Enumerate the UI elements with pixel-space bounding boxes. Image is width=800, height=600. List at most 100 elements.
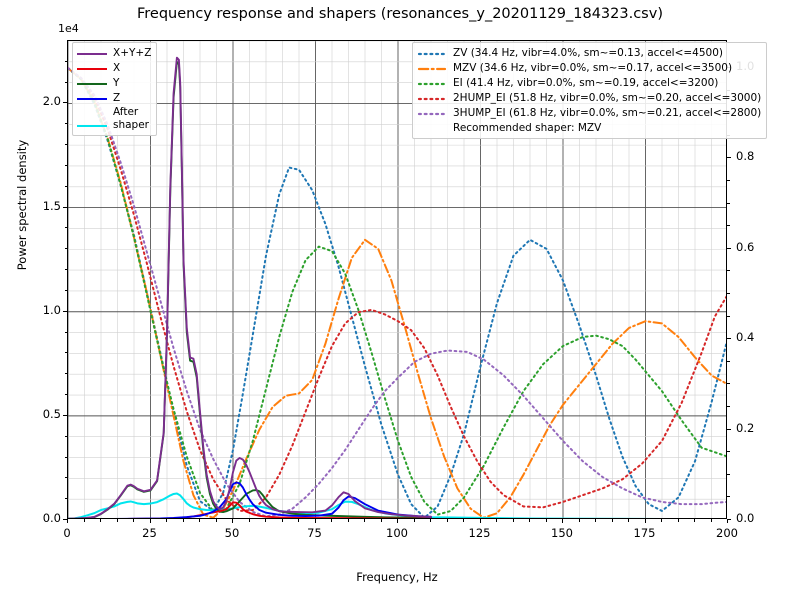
shaper-curve-mzv — [68, 67, 726, 518]
y-minor-tick-right — [727, 293, 730, 295]
y-minor-tick-left — [64, 185, 67, 187]
x-tick-mark — [397, 519, 398, 523]
y-tick-mark-left — [63, 206, 67, 208]
x-minor-tick — [512, 519, 514, 522]
legend-item-shaper[interactable]: EI (41.4 Hz, vibr=0.0%, sm~=0.19, accel<… — [417, 76, 761, 91]
legend-psd: X+Y+Z X Y Z After shaper — [72, 42, 158, 136]
x-axis-label: Frequency, Hz — [356, 570, 438, 584]
y-tick-right: 0.0 — [736, 511, 755, 525]
legend-item-psd[interactable]: X+Y+Z — [77, 46, 151, 61]
legend-swatch-icon — [77, 48, 107, 60]
y-minor-tick-left — [64, 289, 67, 291]
x-tick: 125 — [468, 526, 491, 540]
y-minor-tick-left — [64, 123, 67, 125]
x-minor-tick — [413, 519, 415, 522]
y-axis-offset-label: 1e4 — [58, 22, 79, 35]
x-minor-tick — [298, 519, 299, 522]
x-minor-tick — [166, 519, 167, 522]
x-tick: 100 — [386, 526, 408, 540]
y-tick-mark-left — [63, 414, 67, 416]
legend-item-psd[interactable]: After — [77, 106, 151, 119]
legend-swatch-icon — [77, 107, 107, 119]
recommended-shaper-note: Recommended shaper: MZV — [453, 122, 602, 134]
shaper-curve-3hump_ei — [68, 67, 726, 518]
x-minor-tick — [446, 519, 448, 522]
legend-shapers: ZV (34.4 Hz, vibr=4.0%, sm~=0.13, accel<… — [412, 42, 768, 139]
x-minor-tick — [661, 519, 662, 522]
x-tick-mark — [479, 519, 481, 523]
y-minor-tick-left — [64, 498, 67, 500]
x-minor-tick — [496, 519, 497, 522]
y-minor-tick-right — [727, 383, 730, 385]
x-minor-tick — [677, 519, 679, 522]
psd-curve-x-y-z — [68, 56, 432, 518]
y-tick-right: 0.4 — [736, 330, 755, 345]
x-minor-tick — [100, 519, 101, 522]
x-minor-tick — [529, 519, 530, 522]
x-minor-tick — [182, 519, 184, 522]
x-minor-tick — [364, 519, 365, 522]
y-minor-tick-right — [727, 202, 730, 204]
y-minor-tick-right — [727, 180, 730, 182]
x-minor-tick — [595, 519, 596, 522]
y-minor-tick-left — [64, 164, 67, 166]
legend-item-psd[interactable]: shaper — [77, 119, 151, 132]
y-tick-mark-right — [727, 428, 731, 430]
legend-item-psd[interactable]: Z — [77, 91, 151, 106]
legend-item-shaper[interactable]: 3HUMP_EI (61.8 Hz, vibr=0.0%, sm~=0.21, … — [417, 106, 761, 121]
legend-item-shaper[interactable]: 2HUMP_EI (51.8 Hz, vibr=0.0%, sm~=0.20, … — [417, 91, 761, 106]
legend-item-shaper[interactable]: ZV (34.4 Hz, vibr=4.0%, sm~=0.13, accel<… — [417, 46, 761, 61]
x-minor-tick — [611, 519, 613, 522]
y-minor-tick-left — [64, 352, 67, 354]
y-tick-left: 0.5 — [42, 406, 61, 421]
x-minor-tick — [430, 519, 431, 522]
legend-item-psd[interactable]: X — [77, 61, 151, 76]
y-minor-tick-left — [64, 144, 67, 146]
legend-swatch-icon — [77, 78, 107, 90]
shaper-curve-ei — [68, 67, 726, 516]
y-minor-tick-left — [64, 477, 67, 479]
y-tick-mark-right — [727, 338, 731, 340]
x-tick-mark — [314, 519, 316, 523]
y-minor-tick-right — [727, 406, 730, 408]
y-tick-left: 1.5 — [42, 198, 61, 213]
y-minor-tick-right — [727, 270, 730, 272]
y-tick-left: 0.0 — [42, 511, 61, 525]
x-tick-mark — [67, 519, 68, 523]
page-title: Frequency response and shapers (resonanc… — [137, 6, 663, 22]
x-minor-tick — [463, 519, 464, 522]
x-tick: 150 — [551, 526, 573, 540]
y-tick-left: 1.0 — [42, 302, 61, 317]
x-tick: 175 — [633, 526, 656, 540]
legend-item-shaper[interactable]: MZV (34.6 Hz, vibr=0.0%, sm~=0.17, accel… — [417, 61, 761, 76]
x-minor-tick — [347, 519, 349, 522]
y-minor-tick-left — [64, 331, 67, 333]
legend-label-shaper: 2HUMP_EI (51.8 Hz, vibr=0.0%, sm~=0.20, … — [453, 92, 762, 104]
x-minor-tick — [710, 519, 712, 522]
x-tick: 50 — [224, 526, 240, 540]
legend-label-shaper: MZV (34.6 Hz, vibr=0.0%, sm~=0.17, accel… — [453, 62, 733, 74]
x-minor-tick — [380, 519, 382, 522]
x-minor-tick — [83, 519, 85, 522]
x-tick: 200 — [716, 526, 738, 540]
y-tick-mark-right — [727, 519, 731, 520]
y-minor-tick-right — [727, 225, 730, 227]
x-minor-tick — [628, 519, 629, 522]
x-minor-tick — [116, 519, 118, 522]
x-tick-mark — [644, 519, 646, 523]
y-minor-tick-right — [727, 451, 730, 453]
plot-canvas — [68, 41, 726, 518]
x-minor-tick — [331, 519, 332, 522]
y-minor-tick-left — [64, 373, 67, 375]
y-tick-mark-right — [727, 157, 731, 159]
psd-curve-after-shaper — [68, 492, 689, 518]
x-tick: 25 — [142, 526, 157, 540]
x-tick-mark — [232, 519, 233, 523]
legend-item-psd[interactable]: Y — [77, 76, 151, 91]
x-minor-tick — [248, 519, 250, 522]
x-tick: 0 — [63, 526, 71, 540]
y-minor-tick-right — [727, 496, 730, 498]
y-tick-mark-left — [63, 102, 67, 104]
y-minor-tick-left — [64, 227, 67, 229]
